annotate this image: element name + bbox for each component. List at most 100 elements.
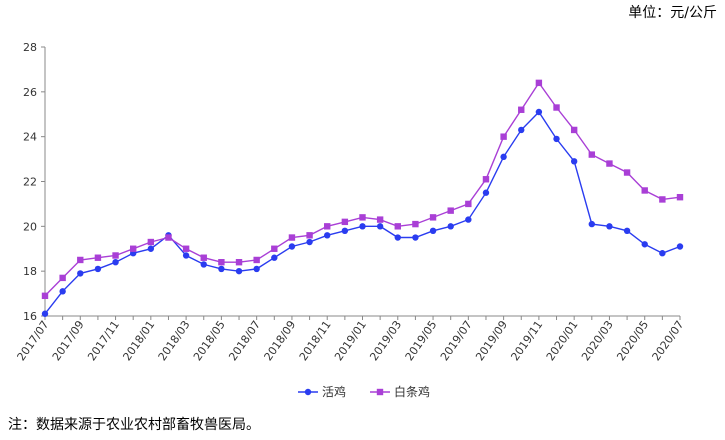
data-point (200, 254, 207, 261)
data-point (235, 259, 243, 266)
x-tick-label: 2019/03 (367, 318, 404, 363)
data-point (359, 223, 366, 230)
x-tick-label: 2019/05 (403, 318, 440, 363)
data-point (94, 254, 102, 261)
data-point (447, 223, 454, 230)
x-tick-label: 2019/11 (508, 318, 545, 363)
data-point (482, 189, 490, 196)
data-point (129, 245, 137, 252)
data-point (288, 234, 296, 241)
data-point (623, 169, 631, 176)
data-point (41, 292, 49, 300)
data-point (341, 227, 349, 235)
x-tick-label: 2017/11 (85, 318, 122, 363)
legend-marker (376, 388, 384, 396)
data-point (77, 256, 84, 264)
x-tick-label: 2020/01 (544, 318, 581, 363)
data-point (429, 227, 437, 235)
legend-label: 活鸡 (322, 384, 346, 399)
data-point (518, 106, 525, 113)
data-point (465, 216, 472, 223)
data-point (518, 126, 525, 134)
data-point (324, 232, 331, 239)
data-point (341, 218, 349, 226)
x-tick-label: 2018/09 (262, 318, 299, 363)
data-point (112, 252, 119, 259)
x-tick-label: 2019/09 (473, 318, 510, 363)
data-point (535, 79, 543, 87)
data-point (218, 265, 225, 273)
data-point (482, 176, 490, 183)
data-point (623, 227, 631, 235)
y-tick-label: 26 (23, 86, 37, 99)
data-point (94, 265, 102, 273)
x-tick-label: 2020/05 (614, 318, 651, 363)
x-tick-label: 2020/03 (579, 318, 616, 363)
data-point (394, 234, 401, 241)
y-tick-label: 28 (23, 41, 37, 54)
y-tick-label: 18 (23, 265, 37, 278)
data-point (182, 252, 190, 259)
data-point (147, 245, 155, 252)
data-point (394, 223, 401, 230)
data-point (77, 270, 84, 277)
data-point (253, 256, 260, 264)
data-point (659, 250, 666, 257)
data-point (553, 104, 560, 111)
data-point (570, 126, 578, 134)
data-point (288, 243, 296, 250)
x-tick-label: 2018/01 (120, 318, 157, 363)
data-point (218, 259, 225, 266)
data-point (376, 216, 384, 223)
data-point (182, 245, 190, 252)
data-point (235, 267, 243, 275)
data-point (588, 151, 596, 158)
data-point (606, 160, 613, 167)
data-point (676, 193, 684, 201)
unit-label: 单位：元/公斤 (628, 5, 717, 21)
series-1 (41, 108, 684, 317)
chart-series (41, 79, 684, 317)
x-tick-label: 2019/01 (332, 318, 369, 363)
y-tick-label: 24 (23, 131, 37, 144)
y-tick-label: 16 (23, 310, 37, 323)
y-tick-label: 22 (23, 176, 37, 189)
data-point (59, 274, 66, 282)
series-line (44, 110, 681, 315)
x-tick-label: 2019/07 (438, 318, 475, 363)
data-point (165, 234, 172, 241)
x-tick-label: 2017/07 (15, 318, 52, 363)
data-point (553, 135, 560, 143)
x-tick-label: 2018/07 (226, 318, 263, 363)
data-point (147, 238, 155, 246)
data-point (447, 207, 454, 214)
data-point (324, 223, 331, 230)
data-point (676, 243, 684, 250)
data-point (59, 288, 66, 295)
data-point (200, 261, 207, 268)
data-point (412, 220, 419, 228)
y-tick-label: 20 (23, 220, 37, 233)
source-note: 注：数据来源于农业农村部畜牧兽医局。 (8, 417, 260, 433)
series-2 (41, 79, 684, 300)
data-point (429, 214, 437, 221)
line-chart: 161820222426282017/072017/092017/112018/… (15, 41, 687, 399)
x-tick-label: 2020/07 (650, 318, 687, 363)
data-point (271, 254, 278, 261)
data-point (112, 259, 119, 266)
x-tick-label: 2018/05 (191, 318, 228, 363)
chart-legend: 活鸡 白条鸡 (298, 384, 430, 399)
data-point (465, 200, 472, 208)
data-point (606, 223, 613, 230)
x-tick-label: 2018/03 (156, 318, 193, 363)
series-line (44, 81, 681, 297)
data-point (641, 187, 648, 194)
data-point (41, 310, 49, 317)
data-point (306, 232, 313, 239)
data-point (359, 214, 366, 221)
x-tick-label: 2018/11 (297, 318, 334, 363)
data-point (253, 265, 260, 273)
data-point (570, 158, 578, 165)
data-point (376, 223, 384, 230)
legend-marker (304, 388, 312, 396)
